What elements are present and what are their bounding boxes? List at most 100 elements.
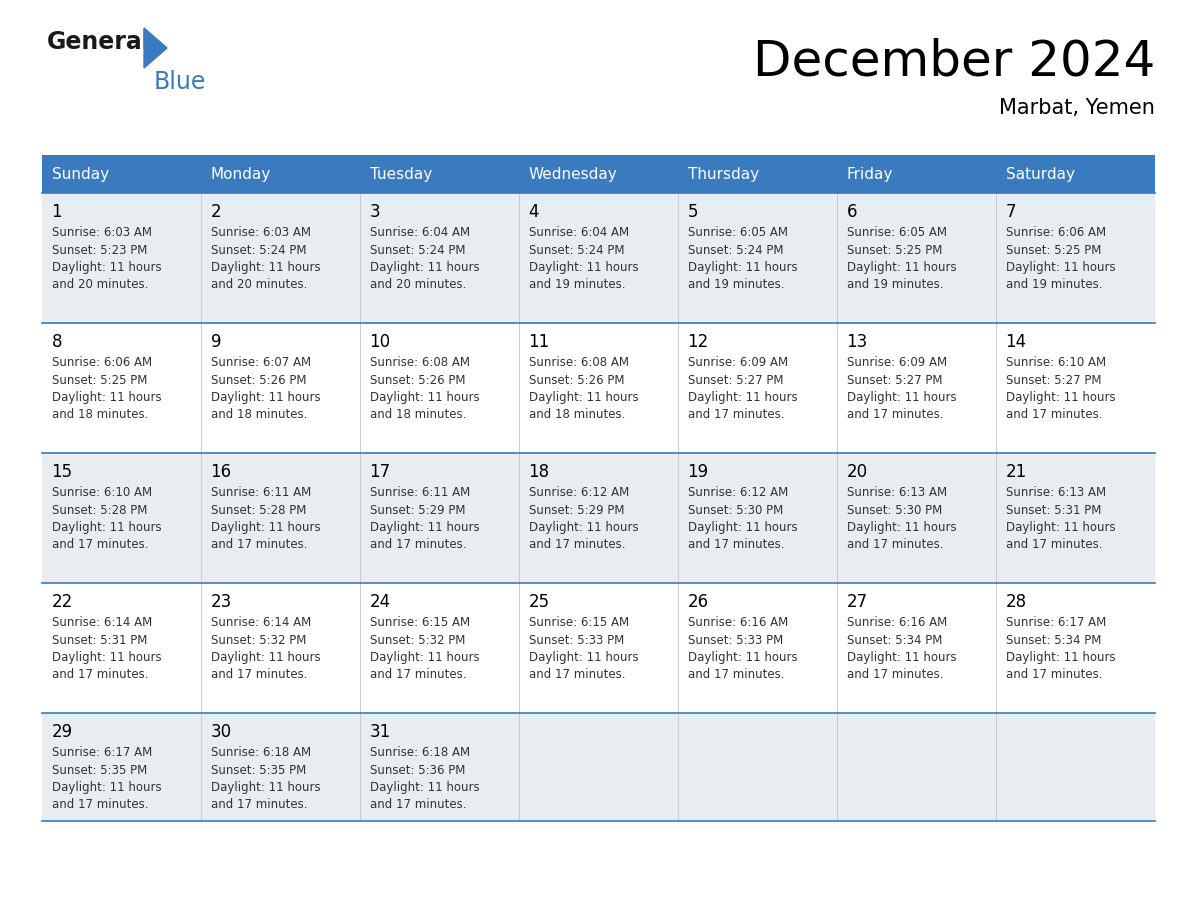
Text: Daylight: 11 hours: Daylight: 11 hours — [1005, 521, 1116, 534]
Text: Sunrise: 6:05 AM: Sunrise: 6:05 AM — [688, 226, 788, 239]
Text: December 2024: December 2024 — [753, 38, 1155, 86]
Text: 16: 16 — [210, 463, 232, 481]
Text: Daylight: 11 hours: Daylight: 11 hours — [210, 651, 320, 664]
Text: Sunrise: 6:12 AM: Sunrise: 6:12 AM — [688, 486, 788, 499]
Text: and 17 minutes.: and 17 minutes. — [847, 409, 943, 421]
Text: Wednesday: Wednesday — [529, 166, 618, 182]
Text: Daylight: 11 hours: Daylight: 11 hours — [210, 261, 320, 274]
Text: Daylight: 11 hours: Daylight: 11 hours — [529, 391, 638, 404]
Text: Sunrise: 6:15 AM: Sunrise: 6:15 AM — [369, 616, 469, 629]
Text: Saturday: Saturday — [1005, 166, 1074, 182]
Text: Daylight: 11 hours: Daylight: 11 hours — [529, 261, 638, 274]
Text: Daylight: 11 hours: Daylight: 11 hours — [210, 781, 320, 794]
Bar — [42, 583, 1155, 713]
Text: Sunset: 5:24 PM: Sunset: 5:24 PM — [369, 243, 465, 256]
Text: and 18 minutes.: and 18 minutes. — [51, 409, 148, 421]
Text: Sunrise: 6:10 AM: Sunrise: 6:10 AM — [51, 486, 152, 499]
Text: Sunrise: 6:13 AM: Sunrise: 6:13 AM — [847, 486, 947, 499]
Text: Sunrise: 6:17 AM: Sunrise: 6:17 AM — [51, 746, 152, 759]
Text: Sunset: 5:30 PM: Sunset: 5:30 PM — [688, 503, 783, 517]
Text: and 17 minutes.: and 17 minutes. — [51, 799, 148, 812]
Text: and 17 minutes.: and 17 minutes. — [369, 668, 466, 681]
Text: Sunrise: 6:16 AM: Sunrise: 6:16 AM — [847, 616, 947, 629]
Text: Daylight: 11 hours: Daylight: 11 hours — [1005, 651, 1116, 664]
Text: and 19 minutes.: and 19 minutes. — [688, 278, 784, 292]
Text: Sunrise: 6:18 AM: Sunrise: 6:18 AM — [210, 746, 311, 759]
Text: 2: 2 — [210, 203, 221, 221]
Text: Marbat, Yemen: Marbat, Yemen — [999, 98, 1155, 118]
Polygon shape — [144, 28, 168, 68]
Text: and 17 minutes.: and 17 minutes. — [1005, 668, 1102, 681]
Bar — [42, 155, 1155, 193]
Text: Daylight: 11 hours: Daylight: 11 hours — [369, 781, 479, 794]
Text: 30: 30 — [210, 723, 232, 741]
Text: 12: 12 — [688, 333, 709, 351]
Text: and 17 minutes.: and 17 minutes. — [847, 668, 943, 681]
Text: Sunset: 5:25 PM: Sunset: 5:25 PM — [847, 243, 942, 256]
Text: Sunset: 5:27 PM: Sunset: 5:27 PM — [688, 374, 783, 386]
Text: 27: 27 — [847, 593, 867, 611]
Text: and 17 minutes.: and 17 minutes. — [529, 668, 625, 681]
Text: Sunrise: 6:12 AM: Sunrise: 6:12 AM — [529, 486, 628, 499]
Text: Sunrise: 6:16 AM: Sunrise: 6:16 AM — [688, 616, 788, 629]
Text: 24: 24 — [369, 593, 391, 611]
Text: Sunset: 5:30 PM: Sunset: 5:30 PM — [847, 503, 942, 517]
Text: 4: 4 — [529, 203, 539, 221]
Text: Sunset: 5:35 PM: Sunset: 5:35 PM — [51, 764, 147, 777]
Text: 9: 9 — [210, 333, 221, 351]
Text: 18: 18 — [529, 463, 550, 481]
Text: and 18 minutes.: and 18 minutes. — [210, 409, 307, 421]
Text: and 19 minutes.: and 19 minutes. — [847, 278, 943, 292]
Text: Sunrise: 6:18 AM: Sunrise: 6:18 AM — [369, 746, 469, 759]
Text: 1: 1 — [51, 203, 62, 221]
Text: 6: 6 — [847, 203, 857, 221]
Text: and 17 minutes.: and 17 minutes. — [1005, 539, 1102, 552]
Text: and 17 minutes.: and 17 minutes. — [210, 799, 307, 812]
Text: Sunrise: 6:05 AM: Sunrise: 6:05 AM — [847, 226, 947, 239]
Text: Sunday: Sunday — [51, 166, 108, 182]
Text: Sunset: 5:24 PM: Sunset: 5:24 PM — [688, 243, 783, 256]
Text: Sunrise: 6:08 AM: Sunrise: 6:08 AM — [529, 356, 628, 369]
Text: Daylight: 11 hours: Daylight: 11 hours — [847, 651, 956, 664]
Text: 28: 28 — [1005, 593, 1026, 611]
Text: Daylight: 11 hours: Daylight: 11 hours — [1005, 261, 1116, 274]
Text: 21: 21 — [1005, 463, 1026, 481]
Text: Sunrise: 6:10 AM: Sunrise: 6:10 AM — [1005, 356, 1106, 369]
Text: Sunset: 5:34 PM: Sunset: 5:34 PM — [847, 633, 942, 646]
Text: Sunset: 5:24 PM: Sunset: 5:24 PM — [529, 243, 624, 256]
Text: Daylight: 11 hours: Daylight: 11 hours — [1005, 391, 1116, 404]
Text: Sunset: 5:32 PM: Sunset: 5:32 PM — [369, 633, 465, 646]
Bar — [42, 323, 1155, 453]
Text: Daylight: 11 hours: Daylight: 11 hours — [51, 521, 162, 534]
Text: Sunset: 5:27 PM: Sunset: 5:27 PM — [1005, 374, 1101, 386]
Text: Daylight: 11 hours: Daylight: 11 hours — [369, 651, 479, 664]
Text: Sunset: 5:26 PM: Sunset: 5:26 PM — [369, 374, 465, 386]
Text: Sunset: 5:25 PM: Sunset: 5:25 PM — [1005, 243, 1101, 256]
Text: Sunrise: 6:13 AM: Sunrise: 6:13 AM — [1005, 486, 1106, 499]
Text: and 17 minutes.: and 17 minutes. — [210, 539, 307, 552]
Text: 8: 8 — [51, 333, 62, 351]
Text: Sunset: 5:35 PM: Sunset: 5:35 PM — [210, 764, 305, 777]
Text: 10: 10 — [369, 333, 391, 351]
Text: Sunrise: 6:06 AM: Sunrise: 6:06 AM — [51, 356, 152, 369]
Text: Daylight: 11 hours: Daylight: 11 hours — [688, 521, 797, 534]
Text: and 17 minutes.: and 17 minutes. — [847, 539, 943, 552]
Text: Blue: Blue — [154, 70, 207, 94]
Text: 3: 3 — [369, 203, 380, 221]
Text: Sunrise: 6:15 AM: Sunrise: 6:15 AM — [529, 616, 628, 629]
Text: Sunset: 5:34 PM: Sunset: 5:34 PM — [1005, 633, 1101, 646]
Text: Sunrise: 6:14 AM: Sunrise: 6:14 AM — [51, 616, 152, 629]
Text: and 17 minutes.: and 17 minutes. — [210, 668, 307, 681]
Text: and 17 minutes.: and 17 minutes. — [688, 539, 784, 552]
Text: Sunset: 5:28 PM: Sunset: 5:28 PM — [210, 503, 307, 517]
Text: 20: 20 — [847, 463, 867, 481]
Text: Daylight: 11 hours: Daylight: 11 hours — [51, 781, 162, 794]
Text: Sunrise: 6:17 AM: Sunrise: 6:17 AM — [1005, 616, 1106, 629]
Text: 17: 17 — [369, 463, 391, 481]
Text: and 18 minutes.: and 18 minutes. — [369, 409, 466, 421]
Text: Sunset: 5:25 PM: Sunset: 5:25 PM — [51, 374, 147, 386]
Text: and 17 minutes.: and 17 minutes. — [51, 539, 148, 552]
Text: Daylight: 11 hours: Daylight: 11 hours — [847, 391, 956, 404]
Text: and 20 minutes.: and 20 minutes. — [210, 278, 307, 292]
Text: Sunset: 5:23 PM: Sunset: 5:23 PM — [51, 243, 147, 256]
